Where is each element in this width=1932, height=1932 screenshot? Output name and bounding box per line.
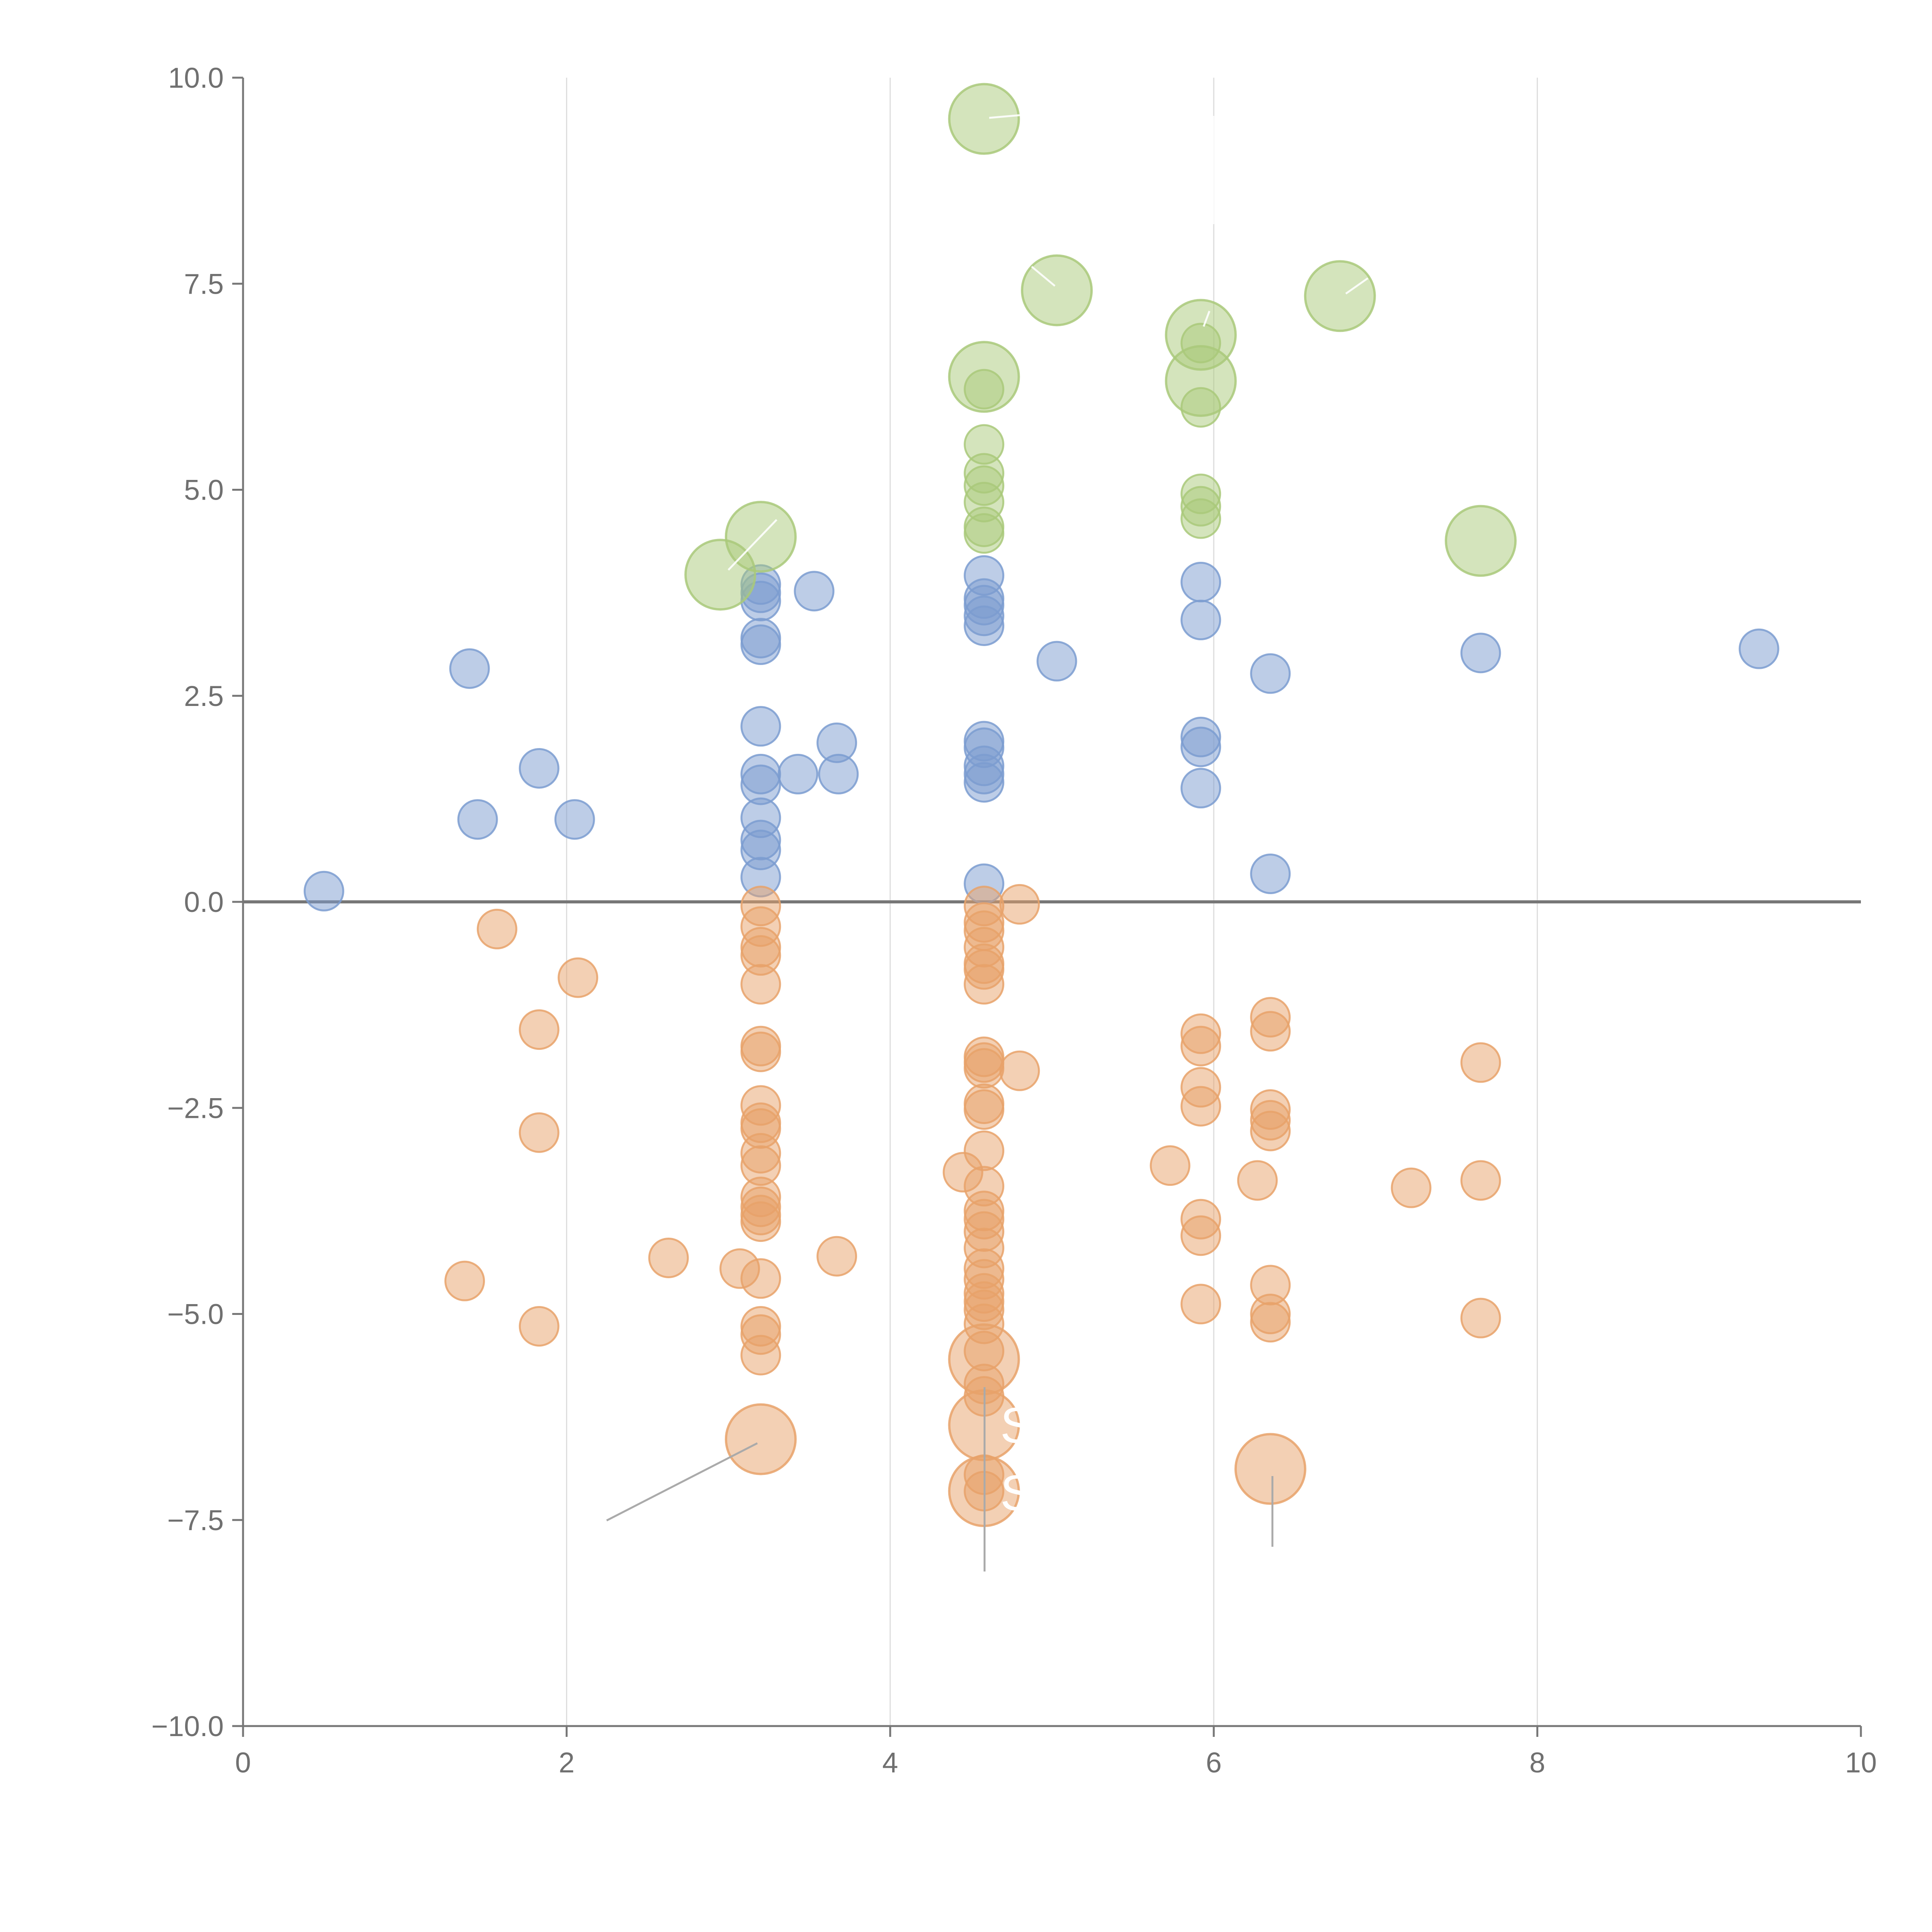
y-tick-label: 10.0 <box>168 62 224 94</box>
y-tick-label: 2.5 <box>184 680 224 712</box>
negative-point <box>1180 1215 1221 1256</box>
positive-point <box>1250 653 1291 694</box>
highlighted-negative-point <box>1234 1433 1306 1505</box>
x-tick-label: 4 <box>882 1747 898 1779</box>
negative-point <box>444 1260 485 1301</box>
positive-high-point <box>1180 498 1221 539</box>
highlighted-positive-point <box>1165 345 1237 417</box>
negative-point <box>1460 1042 1501 1083</box>
annotations: SS <box>606 114 1369 1571</box>
positive-point <box>1180 768 1221 809</box>
leader-line <box>1031 266 1056 287</box>
negative-point <box>740 964 781 1005</box>
positive-point <box>740 624 781 665</box>
negative-point <box>1180 1026 1221 1066</box>
highlighted-positive-point <box>1445 505 1517 577</box>
positive-point <box>964 762 1005 803</box>
positive-point <box>1460 633 1501 673</box>
negative-point <box>1250 1302 1291 1343</box>
positive-point <box>1180 561 1221 602</box>
leader-line <box>1345 277 1369 295</box>
y-tick-label: −2.5 <box>167 1092 224 1124</box>
negative-point <box>1180 1284 1221 1325</box>
positive-point <box>1180 600 1221 641</box>
positive-high-point <box>964 513 1005 554</box>
x-tick-label: 0 <box>235 1747 251 1779</box>
annotation-label: S <box>1000 1464 1034 1521</box>
leader-line <box>606 1442 758 1522</box>
highlighted-positive-point <box>1021 254 1093 327</box>
highlighted-positive-point <box>1304 260 1376 332</box>
negative-point <box>999 884 1040 925</box>
y-tick-label: 0.0 <box>184 886 224 918</box>
positive-point <box>1250 853 1291 894</box>
negative-point <box>740 1031 781 1072</box>
x-tick-label: 10 <box>1845 1747 1877 1779</box>
negative-point <box>1237 1160 1278 1201</box>
negative-point <box>964 1089 1005 1130</box>
negative-point <box>1250 1111 1291 1151</box>
positive-point <box>554 799 595 840</box>
data-points <box>303 83 1779 1527</box>
leader-line <box>1202 311 1211 327</box>
highlighted-negative-point <box>948 1323 1020 1395</box>
axes: −10.0 −7.5 −5.0 −2.5 0.0 2.5 5.0 7.5 10.0 0 2 4 6 8 10 <box>151 62 1877 1779</box>
positive-point <box>964 605 1005 646</box>
positive-point <box>740 706 781 747</box>
y-tick-label: −10.0 <box>151 1710 224 1742</box>
highlighted-positive-point <box>948 83 1020 155</box>
positive-point <box>1180 726 1221 767</box>
y-tick-label: −7.5 <box>167 1504 224 1536</box>
annotation-label: S <box>1000 1397 1034 1453</box>
y-tick-label: −5.0 <box>167 1298 224 1330</box>
y-tick-label: 5.0 <box>184 474 224 506</box>
x-tick-label: 8 <box>1529 1747 1545 1779</box>
positive-point <box>449 648 490 689</box>
highlighted-positive-point <box>948 341 1020 413</box>
negative-point <box>964 964 1005 1005</box>
negative-point <box>476 908 517 949</box>
negative-point <box>519 1112 560 1153</box>
negative-point <box>816 1236 857 1277</box>
x-tick-label: 6 <box>1206 1747 1222 1779</box>
positive-point <box>818 753 859 794</box>
positive-point <box>1036 641 1077 682</box>
y-tick-label: 7.5 <box>184 268 224 300</box>
negative-point <box>1460 1298 1501 1338</box>
positive-point <box>457 799 498 840</box>
negative-point <box>648 1237 689 1278</box>
negative-point <box>1250 1011 1291 1052</box>
negative-point <box>558 957 599 998</box>
positive-point <box>303 871 344 912</box>
negative-point <box>740 1201 781 1242</box>
positive-point <box>519 748 560 789</box>
negative-point <box>1150 1145 1190 1186</box>
positive-point <box>1738 628 1779 669</box>
positive-point <box>777 753 818 794</box>
highlighted-negative-point <box>724 1403 797 1475</box>
positive-point <box>794 571 835 612</box>
negative-point <box>519 1009 560 1050</box>
negative-point <box>1180 1086 1221 1127</box>
negative-point <box>519 1306 560 1347</box>
negative-point <box>1391 1167 1432 1208</box>
x-tick-label: 2 <box>559 1747 575 1779</box>
leader-line <box>728 519 777 571</box>
negative-point <box>999 1050 1040 1091</box>
negative-point <box>964 1048 1005 1089</box>
negative-point <box>740 1258 781 1299</box>
leader-line <box>989 114 1020 119</box>
negative-point <box>1460 1160 1501 1201</box>
negative-point <box>740 1335 781 1376</box>
negative-point <box>964 1130 1005 1171</box>
